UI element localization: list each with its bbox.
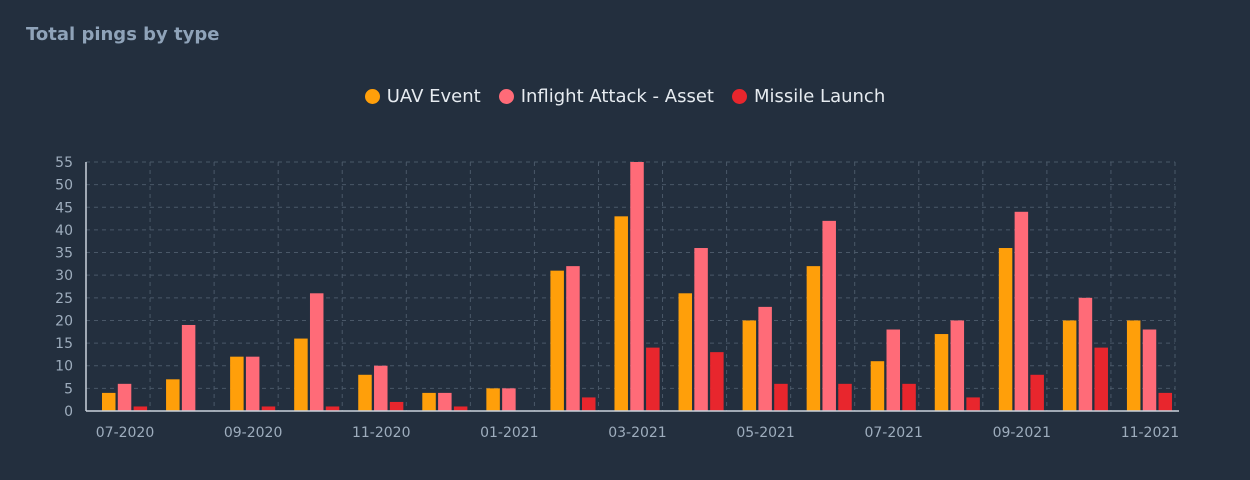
bar-inflight-attack-asset: [758, 306, 772, 411]
bar-uav-event: [806, 266, 821, 411]
bar-uav-event: [486, 388, 500, 411]
legend-label-inflight-attack: Inflight Attack - Asset: [520, 86, 714, 107]
chart-legend: UAV Event Inflight Attack - Asset Missil…: [0, 86, 1250, 107]
legend-dot-missile-launch: [731, 89, 747, 104]
bar-missile-launch: [325, 406, 340, 411]
bar-uav-event: [550, 270, 564, 411]
x-tick-label: 01-2021: [480, 425, 539, 441]
bar-uav-event: [166, 379, 180, 411]
bar-uav-event: [102, 392, 116, 411]
x-tick-label: 09-2021: [993, 425, 1052, 441]
y-tick-label: 20: [55, 313, 73, 329]
x-tick-label: 09-2020: [224, 425, 283, 441]
bar-missile-launch: [261, 406, 276, 411]
y-tick-label: 45: [55, 200, 73, 216]
y-tick-label: 55: [55, 155, 73, 171]
bar-inflight-attack-asset: [566, 266, 580, 411]
bar-missile-launch: [646, 347, 660, 411]
panel-title: Total pings by type: [26, 24, 220, 45]
bar-uav-event: [934, 334, 949, 411]
bar-inflight-attack-asset: [950, 320, 965, 411]
bar-missile-launch: [389, 401, 404, 411]
bar-inflight-attack-asset: [117, 383, 132, 411]
legend-dot-inflight-attack: [498, 89, 514, 104]
bar-inflight-attack-asset: [438, 392, 452, 411]
bar-missile-launch: [966, 397, 980, 411]
bar-uav-event: [742, 320, 757, 411]
bar-uav-event: [678, 293, 693, 411]
bar-uav-event: [614, 216, 628, 411]
legend-item-missile-launch[interactable]: Missile Launch: [731, 86, 886, 107]
bar-missile-launch: [1158, 392, 1173, 411]
bar-missile-launch: [902, 383, 916, 411]
legend-item-uav-event[interactable]: UAV Event: [364, 86, 481, 107]
bar-inflight-attack-asset: [1078, 297, 1093, 411]
bar-missile-launch: [133, 406, 148, 411]
x-tick-label: 07-2020: [96, 425, 155, 441]
bar-uav-event: [358, 374, 372, 411]
x-tick-label: 05-2021: [736, 425, 795, 441]
bar-missile-launch: [1094, 347, 1108, 411]
y-tick-label: 10: [55, 359, 73, 375]
bar-missile-launch: [774, 383, 788, 411]
bar-inflight-attack-asset: [181, 324, 196, 411]
legend-label-missile-launch: Missile Launch: [753, 86, 886, 107]
bar-inflight-attack-asset: [502, 388, 516, 411]
bar-inflight-attack-asset: [822, 220, 836, 411]
bar-inflight-attack-asset: [309, 293, 324, 411]
legend-dot-uav-event: [364, 89, 380, 104]
bar-missile-launch: [582, 397, 596, 411]
legend-label-uav-event: UAV Event: [386, 86, 481, 107]
bar-inflight-attack-asset: [630, 162, 644, 411]
legend-item-inflight-attack[interactable]: Inflight Attack - Asset: [498, 86, 714, 107]
bar-inflight-attack-asset: [694, 248, 708, 411]
x-tick-label: 11-2021: [1121, 425, 1180, 441]
y-tick-label: 0: [64, 404, 73, 420]
y-tick-label: 40: [55, 223, 73, 239]
bar-inflight-attack-asset: [886, 329, 901, 411]
bar-uav-event: [1062, 320, 1077, 411]
y-tick-label: 30: [55, 268, 73, 284]
bar-inflight-attack-asset: [1014, 211, 1029, 411]
y-tick-label: 25: [55, 291, 73, 307]
x-tick-label: 07-2021: [864, 425, 923, 441]
x-tick-label: 03-2021: [608, 425, 667, 441]
bar-missile-launch: [1030, 374, 1044, 411]
bar-missile-launch: [838, 383, 852, 411]
y-tick-label: 15: [55, 336, 73, 352]
y-tick-label: 35: [55, 246, 73, 262]
bar-uav-event: [230, 356, 244, 411]
x-tick-label: 11-2020: [352, 425, 411, 441]
bar-uav-event: [870, 361, 885, 411]
bar-uav-event: [422, 392, 436, 411]
y-tick-label: 5: [64, 381, 73, 397]
bar-inflight-attack-asset: [245, 356, 260, 411]
bar-uav-event: [1126, 320, 1141, 411]
bar-missile-launch: [710, 352, 724, 411]
bar-uav-event: [294, 338, 308, 411]
bar-inflight-attack-asset: [374, 365, 388, 411]
bar-inflight-attack-asset: [1142, 329, 1157, 411]
bar-missile-launch: [453, 406, 468, 411]
y-tick-label: 50: [55, 178, 73, 194]
bar-uav-event: [998, 248, 1013, 411]
